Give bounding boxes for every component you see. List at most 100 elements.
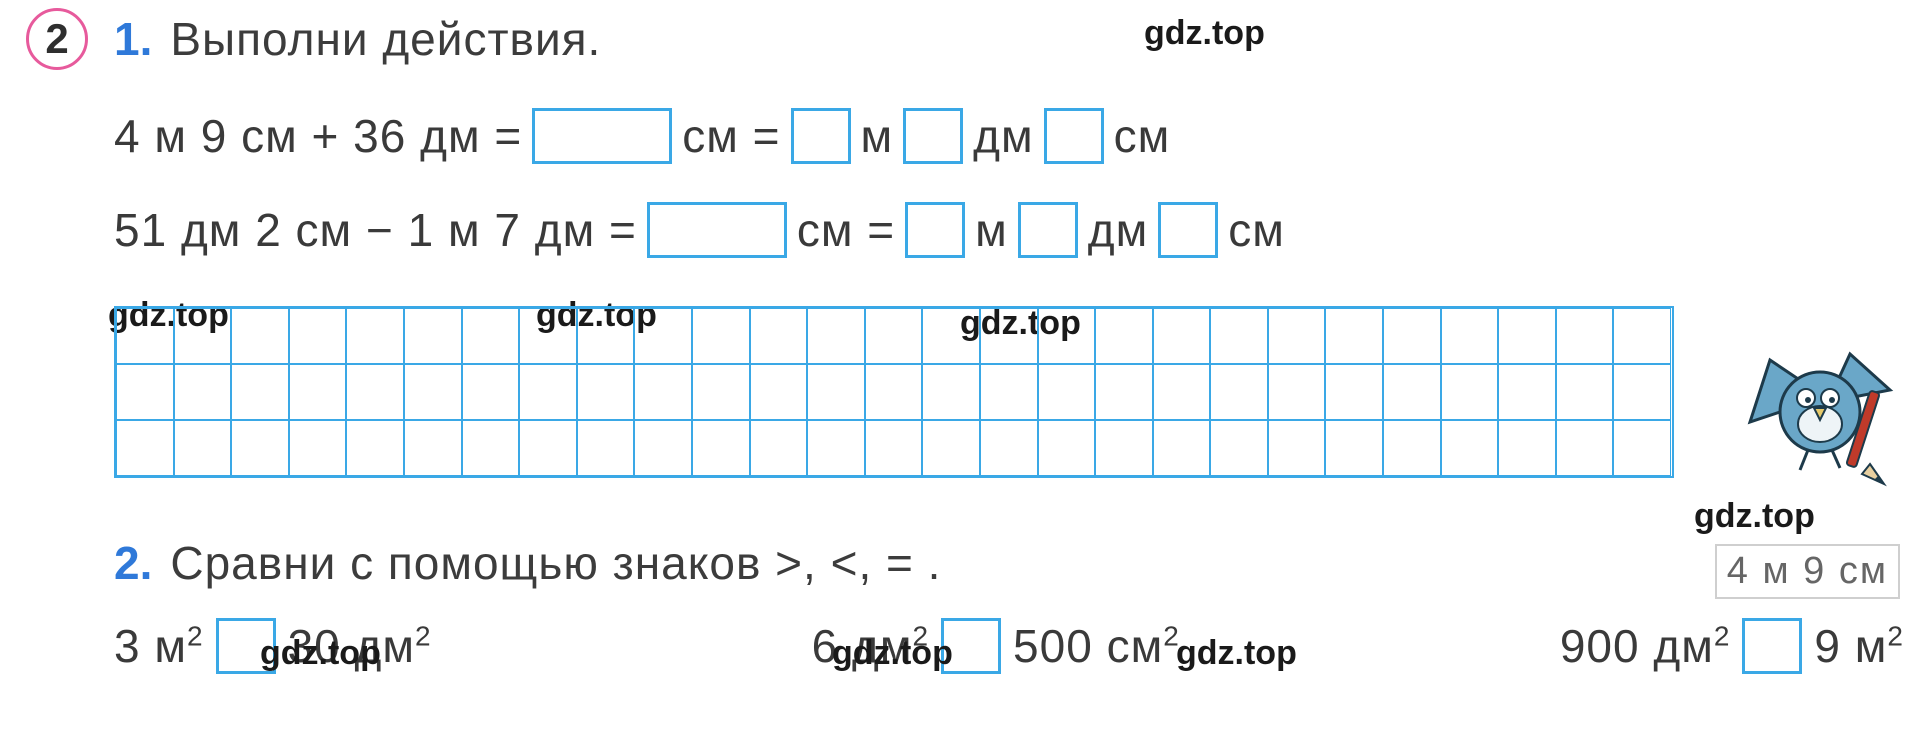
grid-cell[interactable] [289, 308, 347, 364]
grid-cell[interactable] [1613, 364, 1671, 420]
grid-cell[interactable] [1095, 364, 1153, 420]
eq2-input-m[interactable] [905, 202, 965, 258]
eq1-input-m[interactable] [791, 108, 851, 164]
grid-cell[interactable] [750, 308, 808, 364]
grid-cell[interactable] [692, 364, 750, 420]
grid-cell[interactable] [1441, 364, 1499, 420]
grid-cell[interactable] [1038, 364, 1096, 420]
grid-cell[interactable] [1441, 308, 1499, 364]
watermark: gdz.top [1176, 634, 1297, 673]
grid-cell[interactable] [462, 364, 520, 420]
grid-cell[interactable] [1268, 308, 1326, 364]
grid-cell[interactable] [1556, 308, 1614, 364]
grid-cell[interactable] [865, 420, 923, 476]
grid-cell[interactable] [634, 364, 692, 420]
grid-cell[interactable] [231, 364, 289, 420]
grid-cell[interactable] [692, 308, 750, 364]
grid-cell[interactable] [1498, 308, 1556, 364]
grid-cell[interactable] [750, 364, 808, 420]
grid-cell[interactable] [750, 420, 808, 476]
grid-cell[interactable] [519, 364, 577, 420]
section1-title: Выполни действия. [170, 12, 601, 66]
compare-line: 3 м2 30 дм2 6 дм2 500 см2 900 дм2 9 м2 [114, 618, 1904, 674]
grid-cell[interactable] [1325, 308, 1383, 364]
grid-cell[interactable] [807, 364, 865, 420]
grid-cell[interactable] [1038, 308, 1096, 364]
grid-cell[interactable] [1613, 308, 1671, 364]
eq2-unit-cm: см = [797, 203, 895, 257]
grid-cell[interactable] [404, 308, 462, 364]
grid-cell[interactable] [462, 420, 520, 476]
grid-cell[interactable] [174, 364, 232, 420]
grid-cell[interactable] [807, 420, 865, 476]
grid-cell[interactable] [519, 420, 577, 476]
grid-cell[interactable] [865, 364, 923, 420]
grid-cell[interactable] [980, 308, 1038, 364]
grid-cell[interactable] [289, 420, 347, 476]
grid-cell[interactable] [1556, 364, 1614, 420]
cmp3-right: 9 м2 [1814, 619, 1904, 673]
grid-cell[interactable] [1038, 420, 1096, 476]
grid-cell[interactable] [807, 308, 865, 364]
eq1-input-cm2[interactable] [1044, 108, 1104, 164]
grid-cell[interactable] [634, 308, 692, 364]
grid-cell[interactable] [174, 308, 232, 364]
grid-cell[interactable] [1210, 364, 1268, 420]
grid-cell[interactable] [346, 420, 404, 476]
eq1-unit-cm2: см [1114, 109, 1171, 163]
grid-cell[interactable] [1095, 308, 1153, 364]
grid-cell[interactable] [1153, 420, 1211, 476]
equation-1: 4 м 9 см + 36 дм = см = м дм см [114, 108, 1896, 164]
eq2-input-cm[interactable] [647, 202, 787, 258]
grid-cell[interactable] [404, 420, 462, 476]
grid-cell[interactable] [1498, 364, 1556, 420]
grid-cell[interactable] [922, 364, 980, 420]
grid-cell[interactable] [346, 364, 404, 420]
grid-cell[interactable] [404, 364, 462, 420]
grid-cell[interactable] [1498, 420, 1556, 476]
grid-cell[interactable] [346, 308, 404, 364]
grid-cell[interactable] [116, 308, 174, 364]
grid-cell[interactable] [231, 420, 289, 476]
grid-cell[interactable] [577, 364, 635, 420]
grid-cell[interactable] [289, 364, 347, 420]
grid-cell[interactable] [1268, 364, 1326, 420]
grid-cell[interactable] [519, 308, 577, 364]
grid-cell[interactable] [462, 308, 520, 364]
cmp3-input[interactable] [1742, 618, 1802, 674]
eq1-input-cm[interactable] [532, 108, 672, 164]
grid-cell[interactable] [1383, 308, 1441, 364]
grid-cell[interactable] [116, 420, 174, 476]
grid-cell[interactable] [577, 308, 635, 364]
grid-cell[interactable] [1153, 364, 1211, 420]
grid-cell[interactable] [634, 420, 692, 476]
grid-cell[interactable] [1383, 420, 1441, 476]
grid-cell[interactable] [922, 308, 980, 364]
grid-cell[interactable] [1556, 420, 1614, 476]
grid-cell[interactable] [1325, 364, 1383, 420]
eq2-input-cm2[interactable] [1158, 202, 1218, 258]
grid-cell[interactable] [1095, 420, 1153, 476]
eq2-input-dm[interactable] [1018, 202, 1078, 258]
grid-cell[interactable] [1383, 364, 1441, 420]
grid-cell[interactable] [1153, 308, 1211, 364]
section2-header: 2. Сравни с помощью знаков >, <, = . [114, 536, 1896, 590]
grid-cell[interactable] [1613, 420, 1671, 476]
grid-cell[interactable] [174, 420, 232, 476]
grid-cell[interactable] [980, 420, 1038, 476]
grid-cell[interactable] [577, 420, 635, 476]
eq1-unit-cm: см = [682, 109, 780, 163]
grid-cell[interactable] [231, 308, 289, 364]
answer-grid[interactable] [114, 306, 1674, 478]
grid-cell[interactable] [1210, 308, 1268, 364]
grid-cell[interactable] [922, 420, 980, 476]
grid-cell[interactable] [116, 364, 174, 420]
grid-cell[interactable] [692, 420, 750, 476]
grid-cell[interactable] [1441, 420, 1499, 476]
grid-cell[interactable] [1325, 420, 1383, 476]
grid-cell[interactable] [1210, 420, 1268, 476]
grid-cell[interactable] [980, 364, 1038, 420]
eq1-input-dm[interactable] [903, 108, 963, 164]
grid-cell[interactable] [865, 308, 923, 364]
grid-cell[interactable] [1268, 420, 1326, 476]
